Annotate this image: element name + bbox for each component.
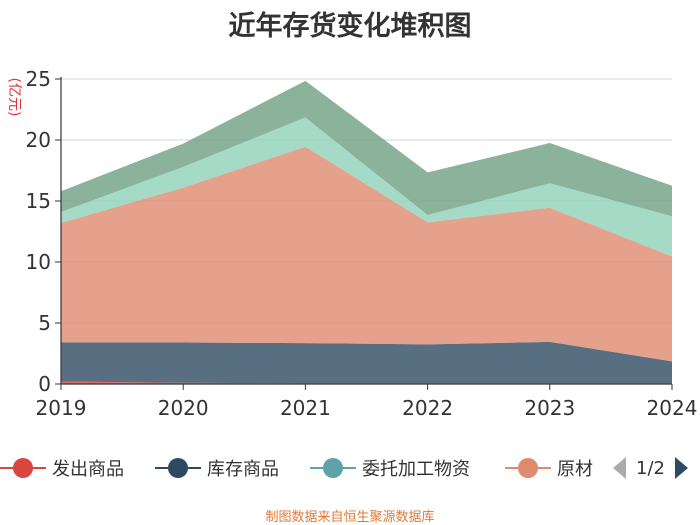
area-series (61, 80, 672, 384)
x-tick-label: 2024 (647, 396, 698, 420)
legend-label: 委托加工物资 (362, 459, 470, 480)
y-tick-label: 25 (26, 67, 51, 91)
legend-page-indicator: 1/2 (636, 457, 665, 479)
x-tick-label: 2023 (524, 396, 575, 420)
y-tick-label: 20 (26, 128, 51, 152)
x-tick-label: 2020 (158, 396, 209, 420)
legend-items: 发出商品 库存商品 委托加工物资 原材 (0, 450, 600, 486)
y-axis-unit-label: (亿元) (6, 78, 22, 117)
chevron-left-icon (613, 457, 626, 479)
legend-marker-icon (505, 458, 551, 478)
legend-next-page-button[interactable] (671, 455, 691, 481)
legend-marker-icon (310, 458, 356, 478)
x-tick-label: 2022 (402, 396, 453, 420)
legend-label: 发出商品 (52, 459, 124, 480)
y-tick-label: 15 (26, 189, 51, 213)
x-tick-label: 2019 (36, 396, 87, 420)
area-series-5 (61, 80, 672, 217)
x-tick-label: 2021 (280, 396, 331, 420)
legend-item[interactable]: 委托加工物资 (310, 450, 470, 486)
legend: 发出商品 库存商品 委托加工物资 原材 1/2 (0, 450, 700, 486)
legend-label: 原材 (557, 459, 593, 480)
y-tick-label: 5 (38, 311, 51, 335)
legend-marker-icon (155, 458, 201, 478)
chart-title: 近年存货变化堆积图 (228, 11, 472, 42)
legend-marker-icon (0, 458, 46, 478)
legend-prev-page-button[interactable] (610, 455, 630, 481)
y-tick-label: 0 (38, 372, 51, 396)
y-tick-label: 10 (26, 250, 51, 274)
source-note: 制图数据来自恒生聚源数据库 (265, 510, 435, 525)
area-series-3 (61, 146, 672, 362)
legend-item[interactable]: 原材 (505, 450, 593, 486)
axes: 0 5 10 15 20 25 2019 2020 2021 2022 2023 2024 (26, 67, 698, 420)
legend-label: 库存商品 (207, 459, 279, 480)
area-series-4 (61, 117, 672, 257)
legend-item[interactable]: 发出商品 (0, 450, 124, 486)
legend-pager: 1/2 (610, 450, 691, 486)
chevron-right-icon (674, 457, 688, 479)
legend-item[interactable]: 库存商品 (155, 450, 279, 486)
chart-area: 0 5 10 15 20 25 2019 2020 2021 2022 2023 2024 (亿元) (6, 67, 698, 420)
area-series-1 (61, 341, 672, 384)
